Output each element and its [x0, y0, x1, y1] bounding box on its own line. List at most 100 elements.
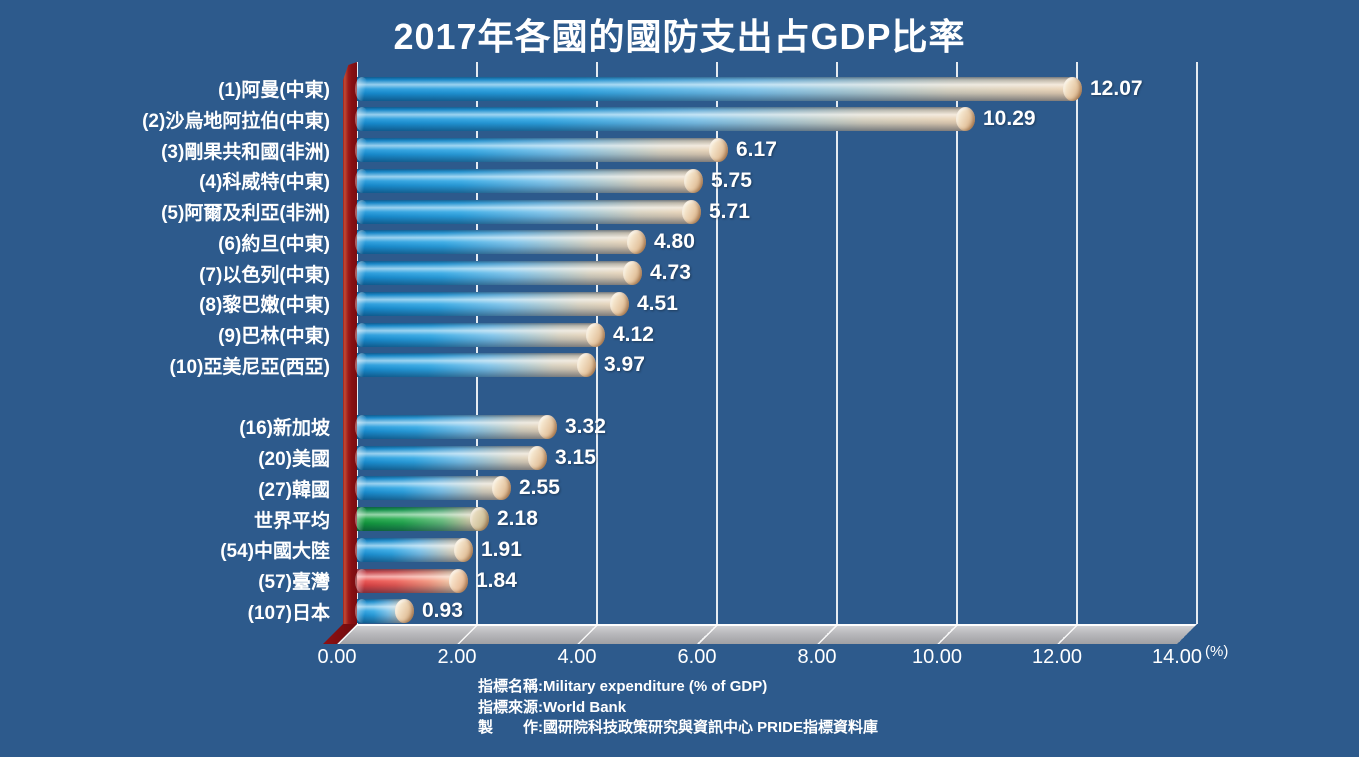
bar [355, 138, 728, 163]
bar-cap [623, 261, 642, 286]
gridline [836, 62, 838, 624]
bar-row: 3.15 [355, 442, 1357, 473]
bar-cap [454, 537, 473, 562]
bar-value-label: 5.71 [709, 199, 750, 223]
bar-lcap [355, 199, 369, 224]
bar-lcap [355, 107, 369, 132]
bar-cap [577, 353, 596, 378]
bar [355, 507, 489, 532]
category-label: (10)亞美尼亞(西亞) [169, 356, 330, 378]
bar-cap [682, 199, 701, 224]
bar-shade [357, 414, 556, 439]
bar [355, 537, 473, 562]
bar-cap [395, 599, 414, 624]
bar-cap [470, 507, 489, 532]
bar-cap [956, 107, 975, 132]
bar-cap [492, 476, 511, 501]
category-label: (20)美國 [258, 449, 330, 471]
bar-lcap [355, 322, 369, 347]
bar [355, 322, 605, 347]
bar-value-label: 10.29 [983, 107, 1036, 131]
bar-row: 5.71 [355, 196, 1357, 227]
bar-row: 3.32 [355, 411, 1357, 442]
bar-lcap [355, 445, 369, 470]
bar-value-label: 2.18 [497, 507, 538, 531]
bar-cap [709, 138, 728, 163]
bar-lcap [355, 261, 369, 286]
category-label: (2)沙烏地阿拉伯(中東) [142, 110, 330, 132]
bar-shade [357, 199, 700, 224]
bar-lcap [355, 568, 369, 593]
bar-lcap [355, 230, 369, 255]
bar-shade [357, 353, 595, 378]
x-axis-tick: 14.00 [1151, 646, 1203, 668]
bar-value-label: 6.17 [736, 138, 777, 162]
bar-cap [449, 568, 468, 593]
bar-lcap [355, 476, 369, 501]
bar-row: 10.29 [355, 104, 1357, 135]
bar-lcap [355, 353, 369, 378]
bar-shade [357, 291, 628, 316]
bar-row: 5.75 [355, 165, 1357, 196]
bar-value-label: 3.32 [565, 414, 606, 438]
category-label: (3)剛果共和國(非洲) [161, 141, 330, 163]
bar-value-label: 4.51 [637, 291, 678, 315]
bar-shade [357, 445, 546, 470]
bar-row: 6.17 [355, 135, 1357, 166]
bar-shade [357, 138, 727, 163]
bar-row: 4.12 [355, 319, 1357, 350]
footer-line: 指標來源:World Bank [478, 698, 627, 716]
bar-row: 2.18 [355, 504, 1357, 535]
bar [355, 476, 511, 501]
category-label: 世界平均 [253, 510, 330, 532]
bar [355, 445, 547, 470]
bar-row: 4.80 [355, 227, 1357, 258]
bar-lcap [355, 138, 369, 163]
bar-lcap [355, 76, 369, 101]
x-axis-tick: 8.00 [797, 646, 837, 668]
category-label: (8)黎巴嫩(中東) [199, 295, 330, 317]
bar-lcap [355, 168, 369, 193]
x-axis-tick: 2.00 [437, 646, 477, 668]
bar-value-label: 2.55 [519, 476, 560, 500]
footer-line: 製 作:國研院科技政策研究與資訊中心 PRIDE指標資料庫 [478, 719, 879, 736]
bar-shade [357, 507, 488, 532]
x-axis-tick: 0.00 [317, 646, 357, 668]
bar [355, 599, 414, 624]
chart-title: 2017年各國的國防支出占GDP比率 [393, 16, 966, 57]
bar-shade [357, 261, 641, 286]
bar-value-label: 1.84 [476, 568, 517, 592]
bar-cap [1063, 76, 1082, 101]
category-label: (27)韓國 [258, 479, 330, 501]
bar [355, 199, 701, 224]
gridline [1076, 62, 1078, 624]
gridline [1196, 62, 1198, 624]
x-axis-unit-label: (%) [1205, 643, 1229, 660]
category-label: (7)以色列(中東) [199, 264, 330, 286]
bar-shade [357, 230, 645, 255]
bar-value-label: 5.75 [711, 168, 752, 192]
category-label: (16)新加坡 [239, 418, 330, 440]
bar-value-label: 12.07 [1090, 76, 1143, 100]
bar-lcap [355, 537, 369, 562]
bar [355, 353, 596, 378]
bar-shade [357, 107, 974, 132]
axis-wall [343, 62, 357, 624]
x-axis-tick: 12.00 [1031, 646, 1083, 668]
bar-cap [538, 414, 557, 439]
bar [355, 568, 468, 593]
bar [355, 107, 975, 132]
axis-floor [337, 624, 1197, 644]
bar [355, 76, 1082, 101]
bar-value-label: 3.97 [604, 353, 645, 377]
bar-lcap [355, 507, 369, 532]
bar-row: 4.73 [355, 258, 1357, 289]
bar-shade [357, 322, 604, 347]
bar-value-label: 0.93 [422, 599, 463, 623]
bar-shade [357, 168, 702, 193]
category-label: (4)科威特(中東) [199, 172, 330, 194]
bar-shade [357, 476, 510, 501]
bar-lcap [355, 414, 369, 439]
category-label: (9)巴林(中東) [218, 326, 330, 348]
bar-cap [684, 168, 703, 193]
